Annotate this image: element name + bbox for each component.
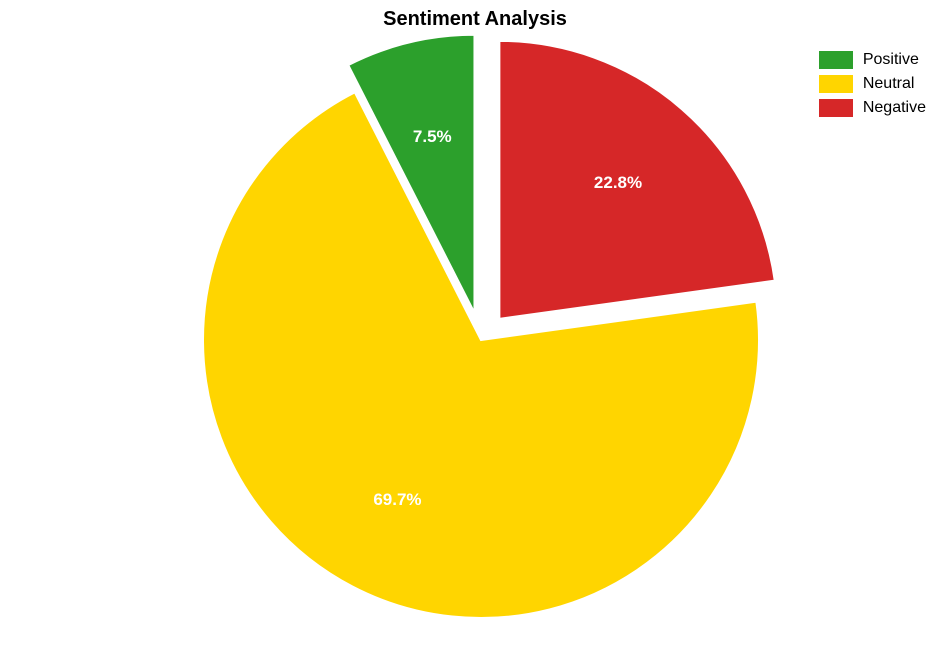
legend-item-neutral: Neutral <box>819 72 926 96</box>
legend-item-positive: Positive <box>819 48 926 72</box>
legend-item-negative: Negative <box>819 96 926 120</box>
legend-swatch-positive <box>819 51 853 69</box>
slice-label-negative: 22.8% <box>594 173 642 193</box>
legend-label-positive: Positive <box>863 51 919 69</box>
pie-svg <box>0 0 950 662</box>
pie-slices <box>203 35 775 618</box>
slice-label-positive: 7.5% <box>413 127 452 147</box>
sentiment-pie-chart: Sentiment Analysis 22.8%69.7%7.5% Positi… <box>0 0 950 662</box>
legend-swatch-neutral <box>819 75 853 93</box>
legend-label-negative: Negative <box>863 99 926 117</box>
legend-swatch-negative <box>819 99 853 117</box>
legend-label-neutral: Neutral <box>863 75 915 93</box>
legend: Positive Neutral Negative <box>819 48 926 120</box>
slice-label-neutral: 69.7% <box>373 490 421 510</box>
